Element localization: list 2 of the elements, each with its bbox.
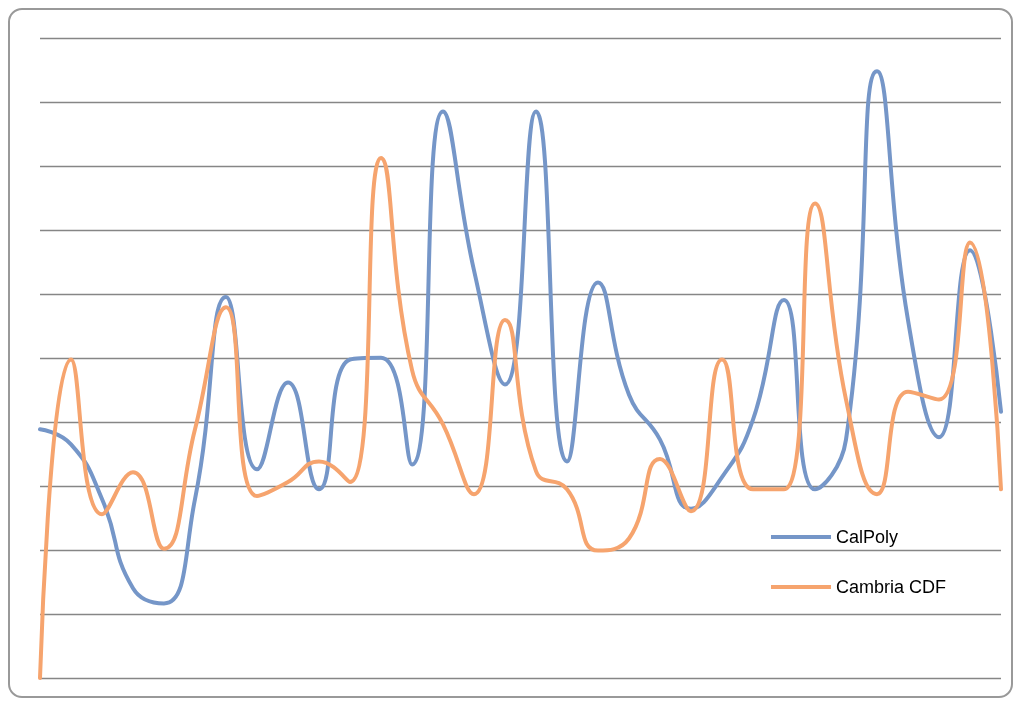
legend-label: CalPoly (835, 527, 899, 547)
legend-label: Cambria CDF (835, 577, 946, 597)
